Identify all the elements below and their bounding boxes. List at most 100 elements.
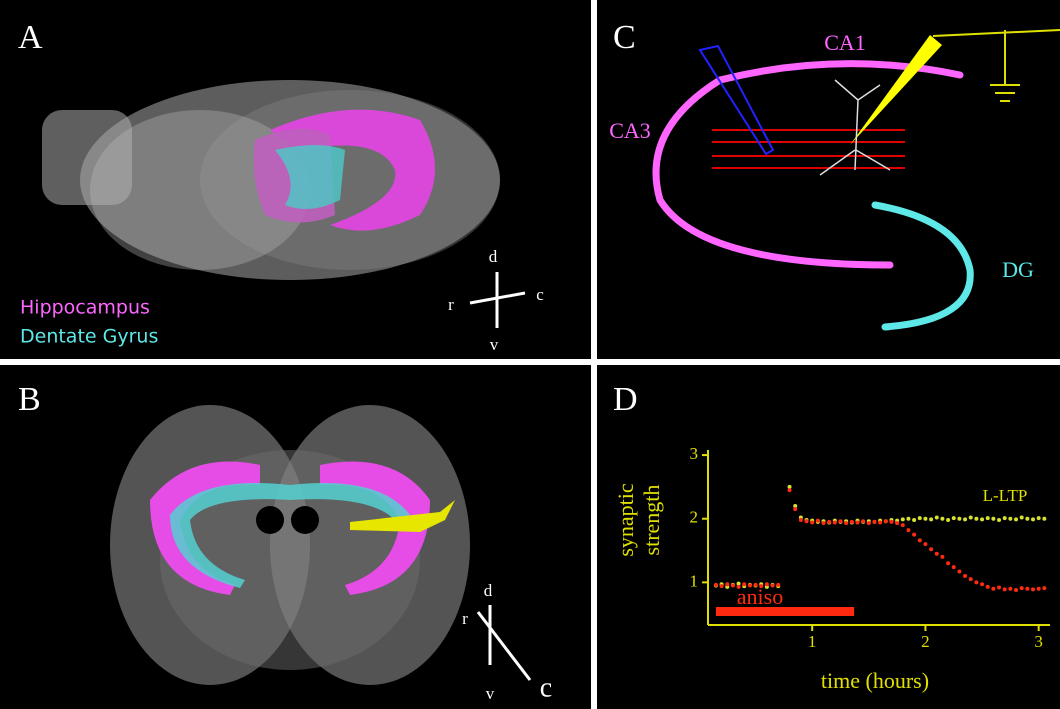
x-axis-title: time (hours)	[821, 668, 929, 693]
data-point	[918, 538, 922, 542]
panel-letter: A	[18, 19, 43, 56]
data-point	[991, 517, 995, 521]
data-point	[788, 488, 792, 492]
data-point	[878, 521, 882, 525]
data-point	[986, 585, 990, 589]
data-point	[974, 517, 978, 521]
data-point	[1037, 516, 1041, 520]
data-point	[720, 584, 724, 588]
data-point	[838, 519, 842, 523]
data-point	[946, 518, 950, 522]
data-point	[957, 517, 961, 521]
data-point	[799, 518, 803, 522]
data-point	[1003, 587, 1007, 591]
data-point	[776, 583, 780, 587]
label-ca3: CA3	[609, 118, 651, 143]
label-dentate: Dentate Gyrus	[20, 326, 158, 348]
data-point	[923, 517, 927, 521]
data-point	[969, 515, 973, 519]
data-point	[929, 517, 933, 521]
axis-letter: v	[486, 684, 495, 703]
page: A Hippocampus Dentate Gyrus d r c v B d …	[0, 0, 1060, 709]
data-point	[855, 521, 859, 525]
panel-letter: D	[613, 381, 638, 418]
data-point	[850, 520, 854, 524]
y-axis-title: strength	[639, 485, 664, 556]
data-point	[861, 519, 865, 523]
data-point	[884, 519, 888, 523]
data-point	[923, 542, 927, 546]
data-point	[991, 587, 995, 591]
data-point	[1003, 516, 1007, 520]
data-point	[940, 517, 944, 521]
x-tick-label: 2	[921, 632, 930, 651]
data-point	[833, 521, 837, 525]
x-tick-label: 1	[808, 632, 817, 651]
data-point	[714, 583, 718, 587]
data-point	[816, 519, 820, 523]
data-point	[986, 516, 990, 520]
axis-letter: c	[540, 672, 552, 703]
data-point	[844, 521, 848, 525]
data-point	[759, 584, 763, 588]
axis-letter: d	[489, 247, 498, 266]
data-point	[1031, 587, 1035, 591]
data-point	[963, 574, 967, 578]
data-point	[742, 582, 746, 586]
data-point	[1025, 587, 1029, 591]
x-tick-label: 3	[1034, 632, 1043, 651]
data-point	[997, 518, 1001, 522]
data-point	[952, 516, 956, 520]
data-point	[889, 520, 893, 524]
data-point	[793, 507, 797, 511]
data-point	[872, 520, 876, 524]
data-point	[929, 547, 933, 551]
data-point	[935, 515, 939, 519]
data-point	[827, 520, 831, 524]
data-point	[895, 521, 899, 525]
data-point	[765, 582, 769, 586]
data-point	[946, 561, 950, 565]
figure: A Hippocampus Dentate Gyrus d r c v B d …	[0, 0, 1060, 709]
data-point	[901, 517, 905, 521]
data-point	[918, 516, 922, 520]
axis-letter: d	[484, 581, 493, 600]
data-point	[912, 533, 916, 537]
data-point	[725, 582, 729, 586]
data-point	[1025, 517, 1029, 521]
series-label: L-LTP	[983, 486, 1028, 505]
data-point	[771, 584, 775, 588]
axis-letter: r	[448, 295, 454, 314]
panel-d	[597, 365, 1060, 709]
y-tick-label: 3	[690, 444, 699, 463]
data-point	[935, 552, 939, 556]
data-point	[997, 585, 1001, 589]
data-point	[805, 519, 809, 523]
label-hippocampus: Hippocampus	[20, 297, 150, 319]
data-point	[748, 584, 752, 588]
data-point	[952, 565, 956, 569]
data-point	[1020, 515, 1024, 519]
data-point	[957, 570, 961, 574]
data-point	[906, 517, 910, 521]
data-point	[969, 577, 973, 581]
data-point	[963, 517, 967, 521]
data-point	[737, 585, 741, 589]
data-point	[1008, 517, 1012, 521]
data-point	[1008, 587, 1012, 591]
data-point	[980, 582, 984, 586]
data-point	[1042, 517, 1046, 521]
data-point	[974, 580, 978, 584]
data-point	[1014, 588, 1018, 592]
data-point	[867, 521, 871, 525]
data-point	[1037, 587, 1041, 591]
data-point	[1014, 517, 1018, 521]
y-tick-label: 2	[690, 508, 699, 527]
data-point	[822, 521, 826, 525]
data-point	[810, 521, 814, 525]
data-point	[980, 517, 984, 521]
label-dg: DG	[1002, 257, 1034, 282]
label-ca1: CA1	[824, 30, 866, 55]
axis-letter: c	[536, 285, 544, 304]
data-point	[731, 584, 735, 588]
